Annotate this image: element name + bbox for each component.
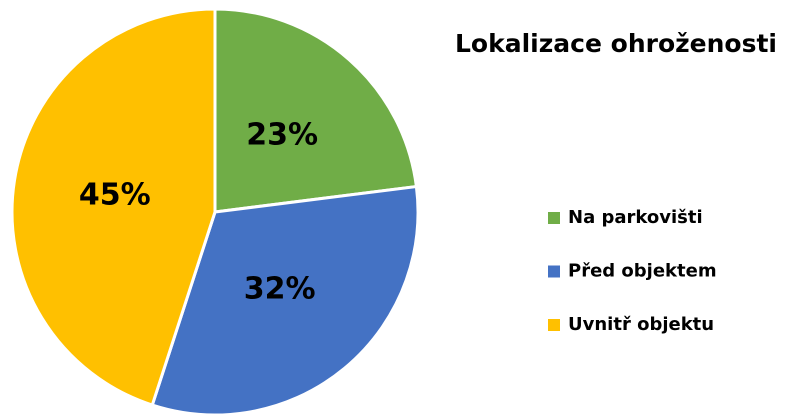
pie-slice [213, 7, 419, 214]
data-label: 32% [244, 272, 316, 307]
legend-swatch [548, 212, 560, 224]
chart-title: Lokalizace ohroženosti [455, 29, 777, 58]
legend-label: Na parkovišti [568, 207, 703, 228]
pie-slice [150, 184, 420, 414]
pie-slice [10, 7, 217, 407]
legend-label: Před objektem [568, 261, 717, 282]
data-label: 45% [79, 178, 151, 213]
data-label: 23% [246, 117, 318, 152]
legend-label: Uvnitř objektu [568, 314, 714, 335]
legend-swatch [548, 265, 560, 278]
legend-swatch [548, 319, 560, 331]
